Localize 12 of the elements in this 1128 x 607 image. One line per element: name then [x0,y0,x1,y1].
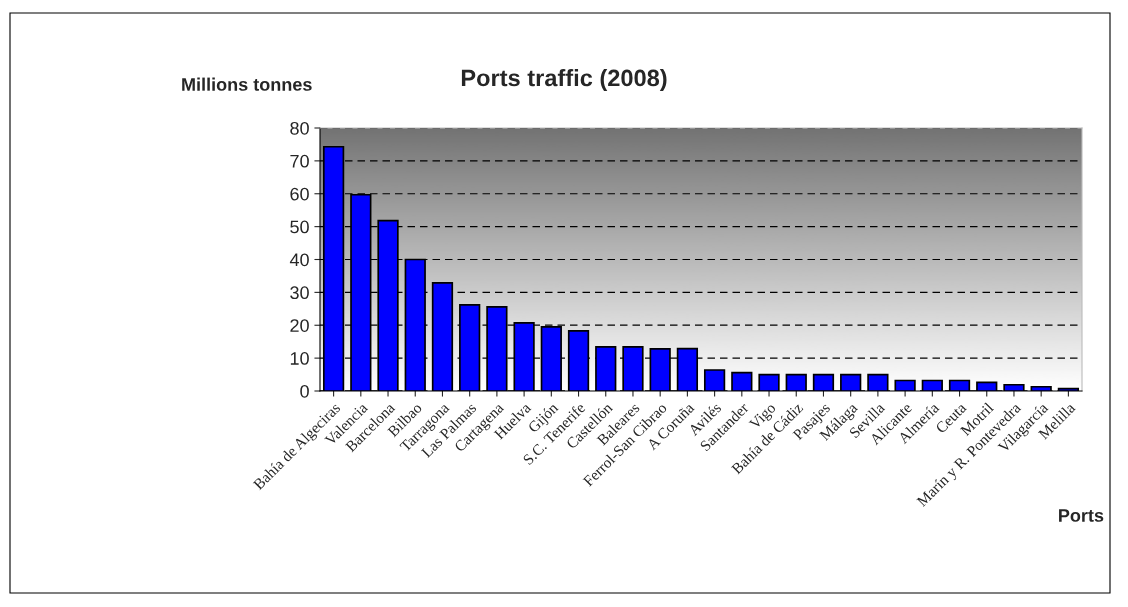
y-tick-label: 40 [289,253,309,267]
y-tick-label: 10 [290,352,309,365]
y-tick-label: 70 [290,154,309,168]
chart-title: Ports traffic (2008) [461,69,667,91]
y-tick-label: 50 [290,220,309,234]
y-axis-title: Millions tonnes [182,77,312,91]
y-tick-label: 60 [290,187,309,201]
y-tick-label: 20 [290,319,309,332]
y-tick-label: 0 [300,384,309,398]
y-tick-label: 30 [290,286,309,300]
y-tick-label: 80 [290,121,309,135]
x-axis-title: Ports [1059,509,1104,522]
